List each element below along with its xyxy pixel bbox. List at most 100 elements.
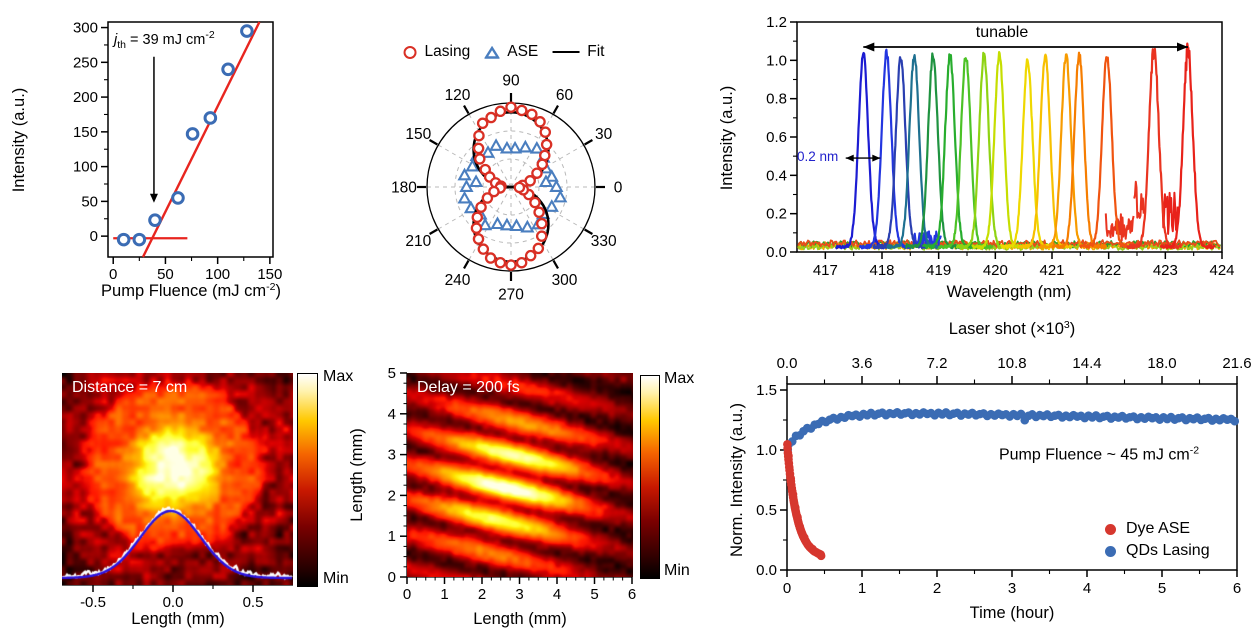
svg-text:200: 200	[73, 89, 98, 106]
lasing-marker-icon	[403, 45, 417, 59]
svg-text:6: 6	[1233, 580, 1241, 597]
tunable-annotation: tunable	[975, 24, 1029, 42]
svg-text:422: 422	[1096, 262, 1121, 279]
svg-text:0.6: 0.6	[766, 129, 787, 146]
svg-text:150: 150	[405, 126, 431, 143]
svg-text:417: 417	[813, 262, 838, 279]
svg-text:0.4: 0.4	[766, 167, 787, 184]
svg-text:3: 3	[1008, 580, 1016, 597]
polar-legend-ase-label: ASE	[507, 43, 539, 60]
svg-text:3: 3	[388, 447, 396, 464]
svg-text:5: 5	[388, 365, 396, 382]
svg-text:0.0: 0.0	[756, 562, 777, 579]
svg-text:50: 50	[81, 193, 98, 210]
polar-plot: 0 30 60 90 120 150 180 210 240 270 300 330	[391, 73, 623, 304]
stability-top-axis-label-close: )	[1069, 319, 1076, 338]
polar-legend-fit: Fit	[552, 43, 604, 61]
svg-text:0.8: 0.8	[766, 91, 787, 108]
svg-text:330: 330	[591, 233, 617, 250]
svg-text:6: 6	[628, 586, 636, 603]
fringe-colorbar-min: Min	[664, 562, 690, 579]
beam-colorbar	[297, 373, 318, 587]
polar-legend-fit-label: Fit	[587, 43, 605, 60]
stability-top-axis-label-text: Laser shot (×10	[948, 319, 1064, 338]
fringe-colorbar	[640, 375, 660, 579]
svg-text:1: 1	[440, 586, 448, 603]
svg-text:0.0: 0.0	[163, 594, 184, 611]
dye-ase-points	[783, 439, 826, 561]
svg-text:90: 90	[502, 73, 520, 90]
fringe-x-axis-label: Length (mm)	[473, 609, 567, 628]
stability-top-axis-label-sup: 3	[1063, 318, 1070, 331]
polar-legend: Lasing ASE Fit	[403, 43, 604, 61]
stability-annotation-text: Pump Fluence ~ 45 mJ cm	[998, 446, 1190, 464]
svg-text:0.0: 0.0	[766, 244, 787, 261]
threshold-points	[116, 24, 254, 247]
svg-text:150: 150	[257, 266, 282, 283]
svg-text:300: 300	[552, 272, 578, 289]
interference-heatmap	[407, 373, 633, 577]
svg-text:0.2: 0.2	[766, 206, 787, 223]
fringe-y-axis-label: Length (mm)	[347, 428, 366, 522]
linewidth-arrow-right-head	[872, 154, 881, 162]
svg-text:1.5: 1.5	[756, 382, 777, 399]
svg-text:3.6: 3.6	[852, 355, 873, 372]
threshold-annotation-j: j	[114, 32, 118, 48]
threshold-x-axis-label-close: )	[275, 281, 281, 300]
svg-text:18.0: 18.0	[1147, 355, 1176, 372]
beam-colorbar-min: Min	[323, 570, 349, 587]
qds-lasing-marker-icon	[1105, 545, 1116, 557]
svg-text:419: 419	[926, 262, 951, 279]
svg-text:424: 424	[1209, 262, 1234, 279]
svg-text:100: 100	[73, 159, 98, 176]
threshold-x-axis-label-sup: -2	[266, 280, 276, 293]
stability-legend-qds-label: QDs Lasing	[1126, 542, 1210, 559]
threshold-annotation-sub: th	[117, 39, 126, 51]
threshold-y-axis-label: Intensity (a.u.)	[9, 87, 28, 193]
svg-text:4: 4	[553, 586, 561, 603]
svg-text:1: 1	[858, 580, 866, 597]
threshold-annotation: jth = 39 mJ cm-2	[114, 29, 215, 52]
threshold-annotation-text: = 39 mJ cm	[126, 32, 206, 48]
svg-text:0.0: 0.0	[777, 355, 798, 372]
svg-text:0.5: 0.5	[756, 502, 777, 519]
svg-text:0.5: 0.5	[243, 594, 264, 611]
tunable-arrow-left-head	[863, 42, 875, 52]
svg-text:120: 120	[445, 87, 471, 104]
polar-legend-lasing: Lasing	[403, 43, 470, 61]
svg-text:0: 0	[388, 569, 396, 586]
svg-text:4: 4	[388, 406, 396, 423]
svg-text:21.6: 21.6	[1222, 355, 1251, 372]
svg-text:180: 180	[391, 180, 417, 197]
svg-text:0: 0	[403, 586, 411, 603]
fringe-panel-title: Delay = 200 fs	[417, 379, 520, 396]
svg-text:50: 50	[157, 266, 174, 283]
stability-annotation: Pump Fluence ~ 45 mJ cm-2	[998, 444, 1200, 465]
stability-legend-dye-label: Dye ASE	[1126, 520, 1191, 537]
stability-top-axis-label: Laser shot (×103)	[948, 318, 1076, 338]
svg-text:2: 2	[388, 487, 396, 504]
linewidth-annotation: 0.2 nm	[797, 149, 839, 164]
threshold-frame	[107, 21, 274, 258]
svg-text:423: 423	[1153, 262, 1178, 279]
svg-text:3: 3	[515, 586, 523, 603]
threshold-arrow-head	[149, 193, 158, 203]
stability-legend-qds: QDs Lasing	[1105, 542, 1210, 560]
svg-text:30: 30	[595, 126, 613, 143]
spectra-plot: 0.0 0.2 0.4 0.6 0.8 1.0 1.2 417 418 419 420 421 422 4…	[766, 14, 1234, 279]
svg-text:4: 4	[1083, 580, 1091, 597]
stability-annotation-sup: -2	[1189, 444, 1200, 457]
svg-text:0: 0	[783, 580, 791, 597]
svg-text:2: 2	[933, 580, 941, 597]
svg-text:1.0: 1.0	[756, 442, 777, 459]
svg-text:-0.5: -0.5	[80, 594, 106, 611]
svg-text:0: 0	[90, 228, 98, 245]
beam-profile-heatmap	[62, 373, 293, 585]
stability-plot: 0.0 0.5 1.0 1.5 0 1 2 3 4 5 6 0.0 3.6 7.2 10.8 14.4 18.0…	[756, 355, 1251, 597]
beam-x-axis-label: Length (mm)	[131, 609, 225, 628]
svg-text:2: 2	[478, 586, 486, 603]
beam-colorbar-max: Max	[323, 368, 354, 385]
svg-text:210: 210	[405, 233, 431, 250]
svg-text:240: 240	[445, 272, 471, 289]
